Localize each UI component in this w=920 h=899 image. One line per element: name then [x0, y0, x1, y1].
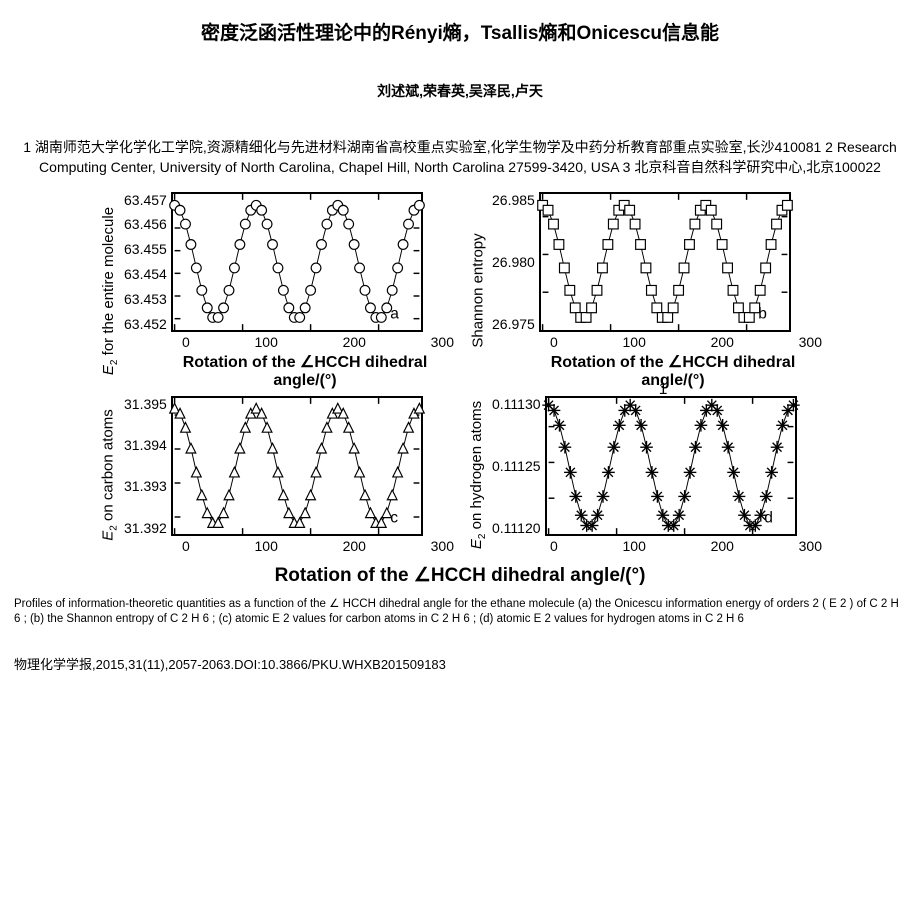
x-tick: 100 — [623, 538, 646, 554]
affiliation: 1 湖南师范大学化学化工学院,资源精细化与先进材料湖南省高校重点实验室,化学生物… — [0, 111, 920, 184]
x-tick-labels: 0 100 200 300 — [492, 538, 824, 554]
x-tick: 100 — [255, 538, 278, 554]
x-tick: 200 — [343, 334, 366, 350]
y-tick: 31.394 — [124, 437, 167, 453]
panel-b: Shannon entropy 26.985 26.980 26.975 b 0 10… — [464, 188, 824, 392]
panel-letter: d — [764, 509, 773, 526]
y-tick-labels: 26.985 26.980 26.975 — [492, 192, 539, 332]
authors: 刘述斌,荣春英,吴泽民,卢天 — [0, 53, 920, 111]
y-axis-label: E2 on carbon atoms — [100, 409, 120, 540]
citation: 物理化学学报,2015,31(11),2057-2063.DOI:10.3866… — [0, 632, 920, 673]
x-tick: 200 — [711, 334, 734, 350]
y-axis-label: E2 on hydrogen atoms — [468, 401, 488, 549]
chart-svg: d 1 — [545, 396, 797, 536]
y-tick: 0.11125 — [492, 458, 541, 474]
panel-letter: a — [390, 305, 399, 322]
x-tick: 0 — [550, 334, 558, 350]
y-tick: 63.455 — [124, 241, 167, 257]
x-tick: 300 — [799, 538, 822, 554]
y-tick: 0.11130 — [492, 396, 541, 412]
x-tick: 300 — [799, 334, 822, 350]
chart-svg: a — [171, 192, 423, 332]
y-tick-labels: 63.457 63.456 63.455 63.454 63.453 63.452 — [124, 192, 171, 332]
article-title: 密度泛函活性理论中的Rényi熵，Tsallis熵和Onicescu信息能 — [0, 0, 920, 53]
x-tick-labels: 0 100 200 300 — [124, 334, 456, 350]
y-tick: 31.395 — [124, 396, 167, 412]
y-tick: 63.456 — [124, 216, 167, 232]
y-tick: 26.985 — [492, 192, 535, 208]
y-tick: 63.453 — [124, 291, 167, 307]
x-tick-labels: 0 100 200 300 — [492, 334, 824, 350]
chart-svg: b — [539, 192, 791, 332]
panel-d: E2 on hydrogen atoms 0.111300.111250.111… — [464, 392, 824, 556]
y-axis-label: E2 for the entire molecule — [100, 207, 120, 375]
y-tick: 26.975 — [492, 316, 535, 332]
y-tick: 31.393 — [124, 478, 167, 494]
x-tick: 300 — [431, 334, 454, 350]
x-tick: 200 — [343, 538, 366, 554]
y-tick: 0.11120 — [492, 520, 541, 536]
y-tick: 63.452 — [124, 316, 167, 332]
y-tick-labels: 0.11130 0.11125 0.11120 — [492, 396, 545, 536]
panel-annotation: 1 — [658, 381, 667, 398]
panel-letter: c — [390, 509, 398, 526]
panel-c: E2 on carbon atoms 31.39531.39431.39331.… — [96, 392, 456, 556]
figure-row-top: E2 for the entire molecule 63.45763.4566… — [60, 188, 860, 392]
x-axis-label: Rotation of the ∠HCCH dihedral angle/(°) — [124, 352, 456, 390]
y-tick: 63.457 — [124, 192, 167, 208]
shared-x-axis-label: Rotation of the ∠HCCH dihedral angle/(°) — [60, 564, 860, 587]
panel-a: E2 for the entire molecule 63.45763.4566… — [96, 188, 456, 392]
x-tick: 0 — [182, 334, 190, 350]
y-tick: 31.392 — [124, 520, 167, 536]
figure-caption: Profiles of information-theoretic quanti… — [0, 587, 920, 632]
x-tick: 200 — [711, 538, 734, 554]
x-tick: 0 — [182, 538, 190, 554]
x-tick: 300 — [431, 538, 454, 554]
figure: E2 for the entire molecule 63.45763.4566… — [60, 188, 860, 587]
x-tick: 0 — [550, 538, 558, 554]
chart-svg: c — [171, 396, 423, 536]
figure-row-bottom: E2 on carbon atoms 31.39531.39431.39331.… — [60, 392, 860, 556]
panel-letter: b — [758, 305, 767, 322]
y-tick-labels: 31.395 31.394 31.393 31.392 — [124, 396, 171, 536]
x-tick-labels: 0 100 200 300 — [124, 538, 456, 554]
y-axis-label: Shannon entropy — [470, 233, 487, 347]
x-tick: 100 — [623, 334, 646, 350]
y-tick: 26.980 — [492, 254, 535, 270]
x-tick: 100 — [255, 334, 278, 350]
y-tick: 63.454 — [124, 266, 167, 282]
